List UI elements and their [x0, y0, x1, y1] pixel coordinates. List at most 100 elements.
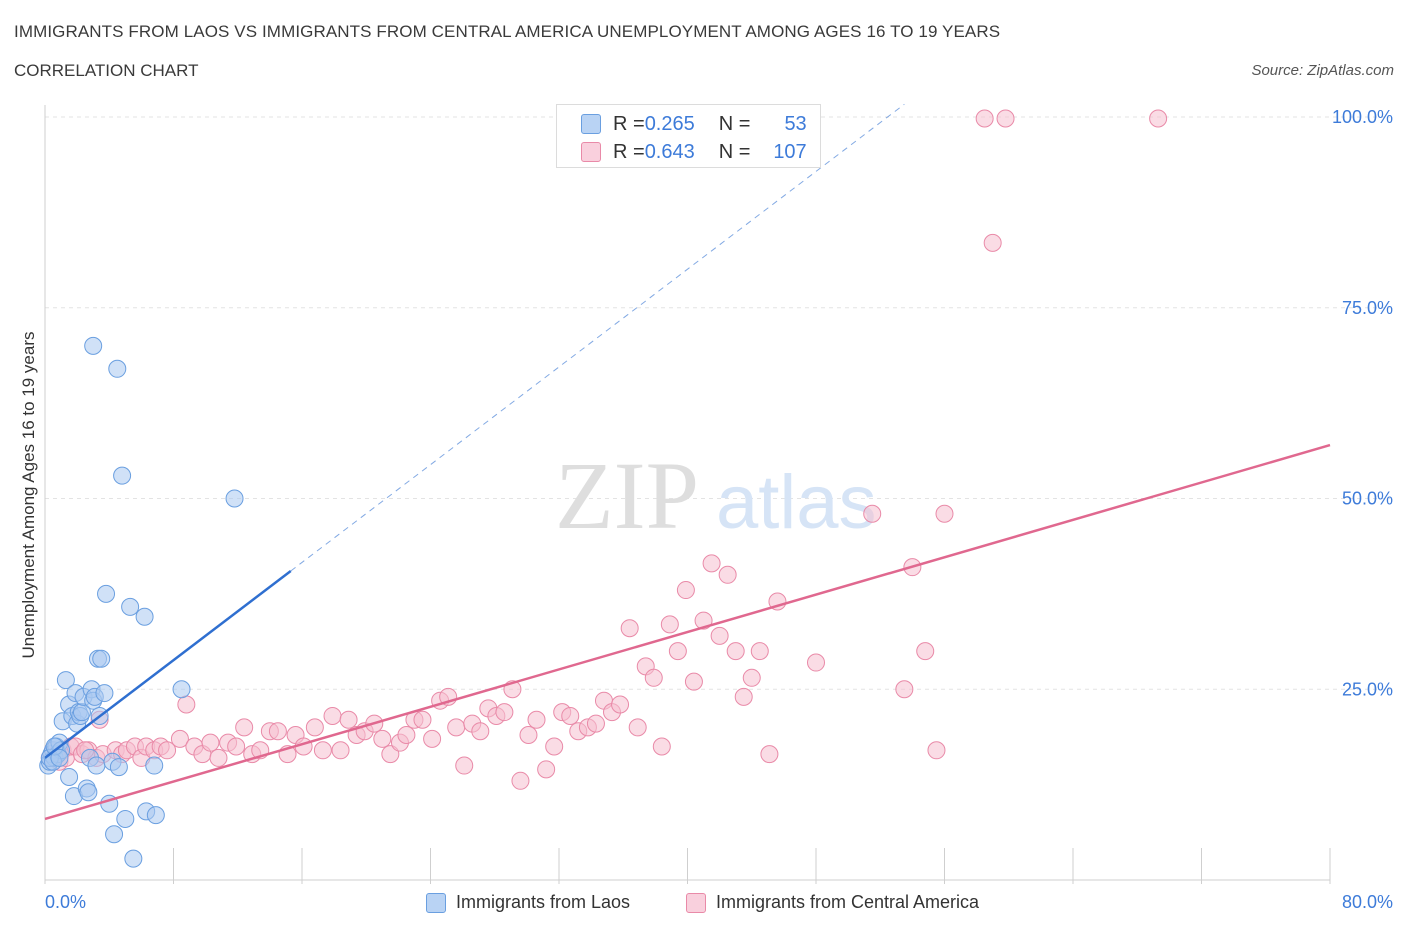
- data-point-central-america: [209, 748, 228, 767]
- data-point-central-america: [807, 653, 825, 672]
- data-point-central-america: [158, 741, 177, 760]
- laos-points: [39, 336, 244, 868]
- ca-r-label: R =: [613, 140, 645, 163]
- data-point-central-america: [235, 718, 254, 737]
- stats-row-laos: R = 0.265 N = 53: [581, 111, 807, 137]
- y-tick-labels: 25.0% 50.0% 75.0% 100.0%: [1332, 107, 1393, 699]
- data-point-laos: [145, 756, 164, 775]
- data-point-central-america: [471, 722, 490, 741]
- data-point-central-america: [519, 726, 538, 745]
- data-point-laos: [56, 671, 75, 690]
- data-point-central-america: [545, 737, 564, 756]
- data-point-central-america: [423, 729, 442, 748]
- data-point-central-america: [495, 703, 514, 722]
- data-point-central-america: [652, 737, 671, 756]
- laos-n-label: N =: [718, 112, 751, 135]
- legend-swatch-central-america: [686, 892, 706, 913]
- data-point-central-america: [201, 733, 220, 752]
- y-tick-label: 25.0%: [1342, 679, 1393, 699]
- laos-n-value: 53: [784, 112, 807, 135]
- data-point-central-america: [323, 706, 342, 725]
- data-point-central-america: [710, 626, 729, 645]
- data-point-central-america: [227, 737, 246, 756]
- data-point-central-america: [586, 714, 605, 733]
- data-point-laos: [124, 849, 143, 868]
- data-point-central-america: [927, 741, 946, 760]
- y-tick-label: 100.0%: [1332, 107, 1393, 127]
- data-point-central-america: [975, 109, 994, 128]
- y-tick-label: 75.0%: [1342, 298, 1393, 318]
- x-tick-label: 80.0%: [1342, 892, 1393, 912]
- trend-lines: [44, 103, 1331, 821]
- data-point-central-america: [644, 668, 663, 687]
- stats-row-central-america: R = 0.643 N = 107: [581, 139, 807, 165]
- data-point-central-america: [455, 756, 474, 775]
- data-point-laos: [121, 597, 140, 616]
- data-point-central-america: [702, 554, 721, 573]
- watermark-atlas: atlas: [716, 460, 877, 545]
- legend-item-central-america[interactable]: Immigrants from Central America: [686, 892, 979, 913]
- data-point-central-america: [537, 760, 556, 779]
- watermark-zip: ZIP: [555, 442, 699, 549]
- bottom-legend: Immigrants from Laos Immigrants from Cen…: [0, 888, 1406, 918]
- data-point-central-america: [611, 695, 630, 714]
- data-point-central-america: [339, 710, 358, 729]
- data-point-central-america: [527, 710, 546, 729]
- ca-r-value: 0.643: [644, 140, 695, 163]
- data-point-central-america: [668, 642, 687, 661]
- data-point-central-america: [660, 615, 679, 634]
- data-point-central-america: [734, 687, 753, 706]
- data-point-central-america: [268, 722, 287, 741]
- x-tick-labels: 0.0% 80.0%: [45, 892, 1393, 912]
- legend-swatch-laos: [426, 892, 446, 913]
- data-point-laos: [105, 825, 124, 844]
- data-point-central-america: [313, 741, 332, 760]
- ca-n-label: N =: [718, 140, 751, 163]
- trendline-laos-extension: [290, 103, 905, 572]
- data-point-central-america: [895, 680, 914, 699]
- data-point-central-america: [750, 642, 769, 661]
- chart-subtitle: CORRELATION CHART: [14, 61, 199, 80]
- central-america-swatch: [581, 142, 601, 162]
- laos-r-label: R =: [613, 112, 645, 135]
- data-point-central-america: [916, 642, 935, 661]
- data-point-central-america: [760, 745, 779, 764]
- data-point-laos: [95, 684, 114, 703]
- data-point-central-america: [742, 668, 761, 687]
- data-point-central-america: [935, 504, 954, 523]
- data-point-laos: [87, 756, 106, 775]
- data-point-central-america: [718, 565, 737, 584]
- data-point-central-america: [331, 741, 350, 760]
- data-point-central-america: [684, 672, 703, 691]
- y-axis-label: Unemployment Among Ages 16 to 19 years: [19, 332, 38, 659]
- data-point-central-america: [1149, 109, 1168, 128]
- data-point-laos: [135, 607, 154, 626]
- data-point-laos: [60, 767, 79, 786]
- central-america-points: [40, 109, 1168, 790]
- data-point-central-america: [996, 109, 1015, 128]
- data-point-laos: [108, 359, 127, 378]
- chart-title: IMMIGRANTS FROM LAOS VS IMMIGRANTS FROM …: [14, 22, 1001, 41]
- legend-label-laos: Immigrants from Laos: [456, 892, 631, 912]
- data-point-central-america: [413, 710, 432, 729]
- data-point-central-america: [561, 706, 580, 725]
- legend-item-laos[interactable]: Immigrants from Laos: [426, 892, 630, 913]
- data-point-central-america: [726, 642, 745, 661]
- data-point-central-america: [628, 718, 647, 737]
- data-point-laos: [97, 584, 116, 603]
- legend-label-central-america: Immigrants from Central America: [716, 892, 980, 912]
- stats-legend: R = 0.265 N = 53 R = 0.643 N = 107: [556, 104, 821, 168]
- data-point-laos: [92, 649, 111, 668]
- data-point-laos: [109, 758, 128, 777]
- data-point-laos: [113, 466, 132, 485]
- x-tick-label: 0.0%: [45, 892, 86, 912]
- ca-n-value: 107: [773, 140, 807, 163]
- data-point-central-america: [863, 504, 882, 523]
- data-point-laos: [84, 336, 103, 355]
- data-point-laos: [225, 489, 244, 508]
- data-point-laos: [146, 806, 165, 825]
- data-point-laos: [116, 809, 135, 828]
- trendline-central-america: [44, 443, 1331, 821]
- data-point-central-america: [397, 726, 416, 745]
- trendline-laos: [44, 569, 292, 759]
